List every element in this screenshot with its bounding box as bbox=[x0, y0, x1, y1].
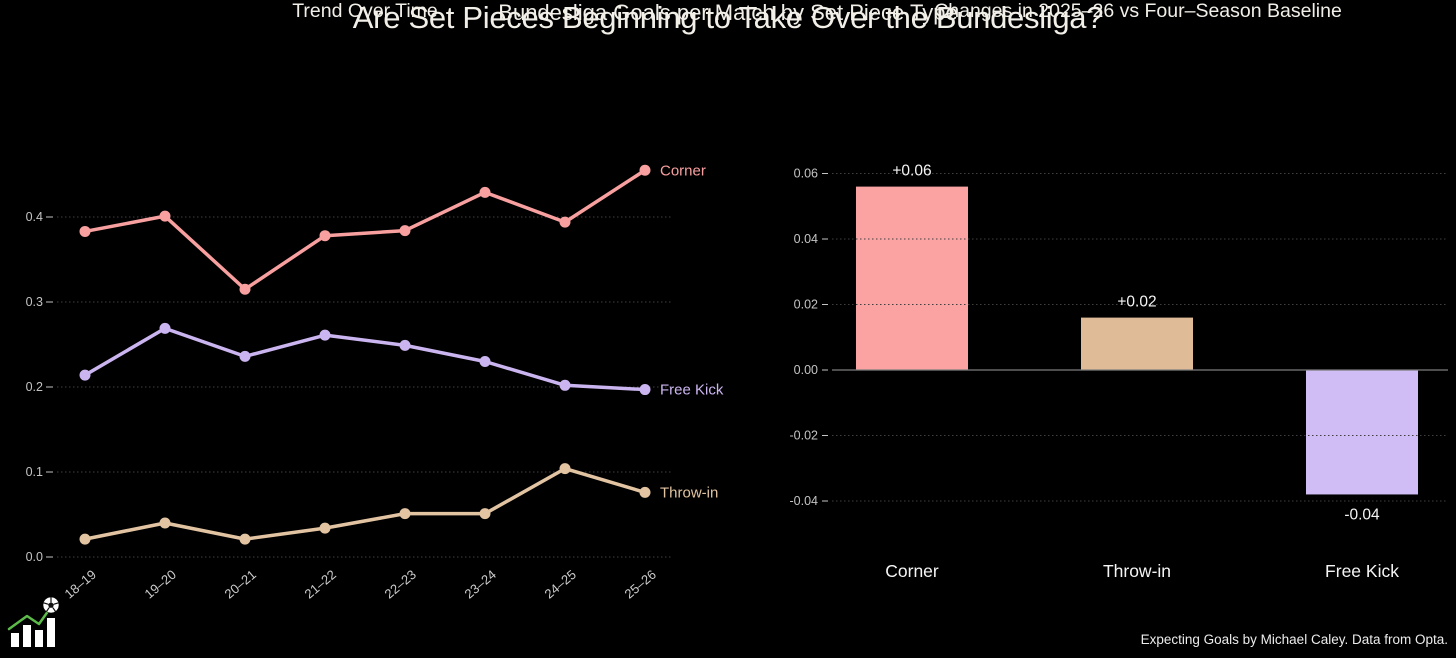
data-point bbox=[79, 369, 91, 381]
data-point bbox=[639, 164, 651, 176]
footer-credit: Expecting Goals by Michael Caley. Data f… bbox=[1140, 632, 1448, 647]
x-tick-label: 19–20 bbox=[142, 567, 179, 602]
y-tick-label: 0.06 bbox=[794, 167, 818, 181]
y-tick-label: -0.04 bbox=[790, 494, 819, 508]
data-point bbox=[79, 533, 91, 545]
data-point bbox=[239, 350, 251, 362]
x-tick-label: 25–26 bbox=[622, 567, 659, 602]
data-point bbox=[479, 186, 491, 198]
trend-arrow-glyph bbox=[7, 605, 53, 631]
x-tick-label: 21–22 bbox=[302, 567, 339, 602]
data-point bbox=[399, 225, 411, 237]
data-point bbox=[399, 508, 411, 520]
chart-bars-glyph bbox=[11, 618, 55, 647]
page-subtitle: Bundesliga Goals per Match by Set Piece … bbox=[498, 0, 958, 25]
baseline-chart-title: Changes in 2025–26 vs Four–Season Baseli… bbox=[934, 0, 1342, 22]
data-point bbox=[559, 379, 571, 391]
bar-value-label: +0.02 bbox=[1117, 294, 1156, 311]
y-tick-label: -0.02 bbox=[790, 429, 819, 443]
data-point bbox=[399, 339, 411, 351]
line-corner bbox=[83, 168, 647, 291]
y-tick-label: 0.3 bbox=[26, 295, 43, 309]
soccer-ball-icon bbox=[42, 596, 60, 614]
data-point bbox=[559, 216, 571, 228]
line-throw-in bbox=[83, 466, 647, 541]
y-tick-label: 0.1 bbox=[26, 465, 43, 479]
bar-value-label: +0.06 bbox=[892, 163, 931, 180]
series-label-corner: Corner bbox=[660, 162, 706, 179]
y-tick-label: 0.02 bbox=[794, 298, 818, 312]
y-tick-label: 0.04 bbox=[794, 232, 818, 246]
y-tick-label: 0.2 bbox=[26, 380, 43, 394]
data-point bbox=[239, 533, 251, 545]
data-point bbox=[639, 486, 651, 498]
series-label-throw-in: Throw-in bbox=[660, 484, 718, 501]
y-tick-label: 0.4 bbox=[26, 210, 43, 224]
category-label: Throw-in bbox=[1103, 561, 1171, 581]
trend-chart-title: Trend Over Time bbox=[292, 0, 438, 22]
bar-corner bbox=[856, 186, 968, 370]
data-point bbox=[479, 356, 491, 367]
expecting-goals-logo bbox=[7, 596, 60, 647]
x-tick-label: 24–25 bbox=[542, 567, 579, 602]
data-point bbox=[559, 463, 571, 475]
data-point bbox=[639, 384, 651, 396]
x-tick-label: 18–19 bbox=[62, 567, 99, 602]
data-point bbox=[319, 329, 331, 341]
data-point bbox=[319, 230, 331, 242]
bar-value-label: -0.04 bbox=[1344, 506, 1380, 523]
data-point bbox=[479, 508, 491, 520]
data-point bbox=[159, 210, 171, 222]
x-tick-label: 20–21 bbox=[222, 567, 259, 602]
line-free-kick bbox=[83, 326, 647, 392]
category-label: Free Kick bbox=[1325, 561, 1399, 581]
y-tick-label: 0.00 bbox=[794, 363, 818, 377]
data-point bbox=[319, 522, 331, 534]
page-title: Are Set Pieces Beginning to Take Over th… bbox=[352, 0, 1104, 35]
baseline-bar-chart: 0.06 0.04 0.02 0.00 -0.02 -0.04 +0.06 Corner +0.… bbox=[790, 163, 1448, 581]
data-point bbox=[159, 517, 171, 529]
y-tick-label: 0.0 bbox=[26, 550, 43, 564]
x-tick-label: 22–23 bbox=[382, 567, 419, 602]
data-point bbox=[239, 283, 251, 295]
x-tick-label: 23–24 bbox=[462, 567, 499, 602]
data-point bbox=[79, 225, 91, 237]
bar-free-kick bbox=[1306, 370, 1418, 495]
series-label-free-kick: Free Kick bbox=[660, 382, 724, 399]
trend-line-chart: 0.0 0.1 0.2 0.3 0.4 18–19 19–20 20–21 21–22 22–23… bbox=[26, 162, 724, 602]
bar-throw-in bbox=[1081, 317, 1193, 370]
data-point bbox=[159, 322, 171, 334]
category-label: Corner bbox=[885, 561, 939, 581]
